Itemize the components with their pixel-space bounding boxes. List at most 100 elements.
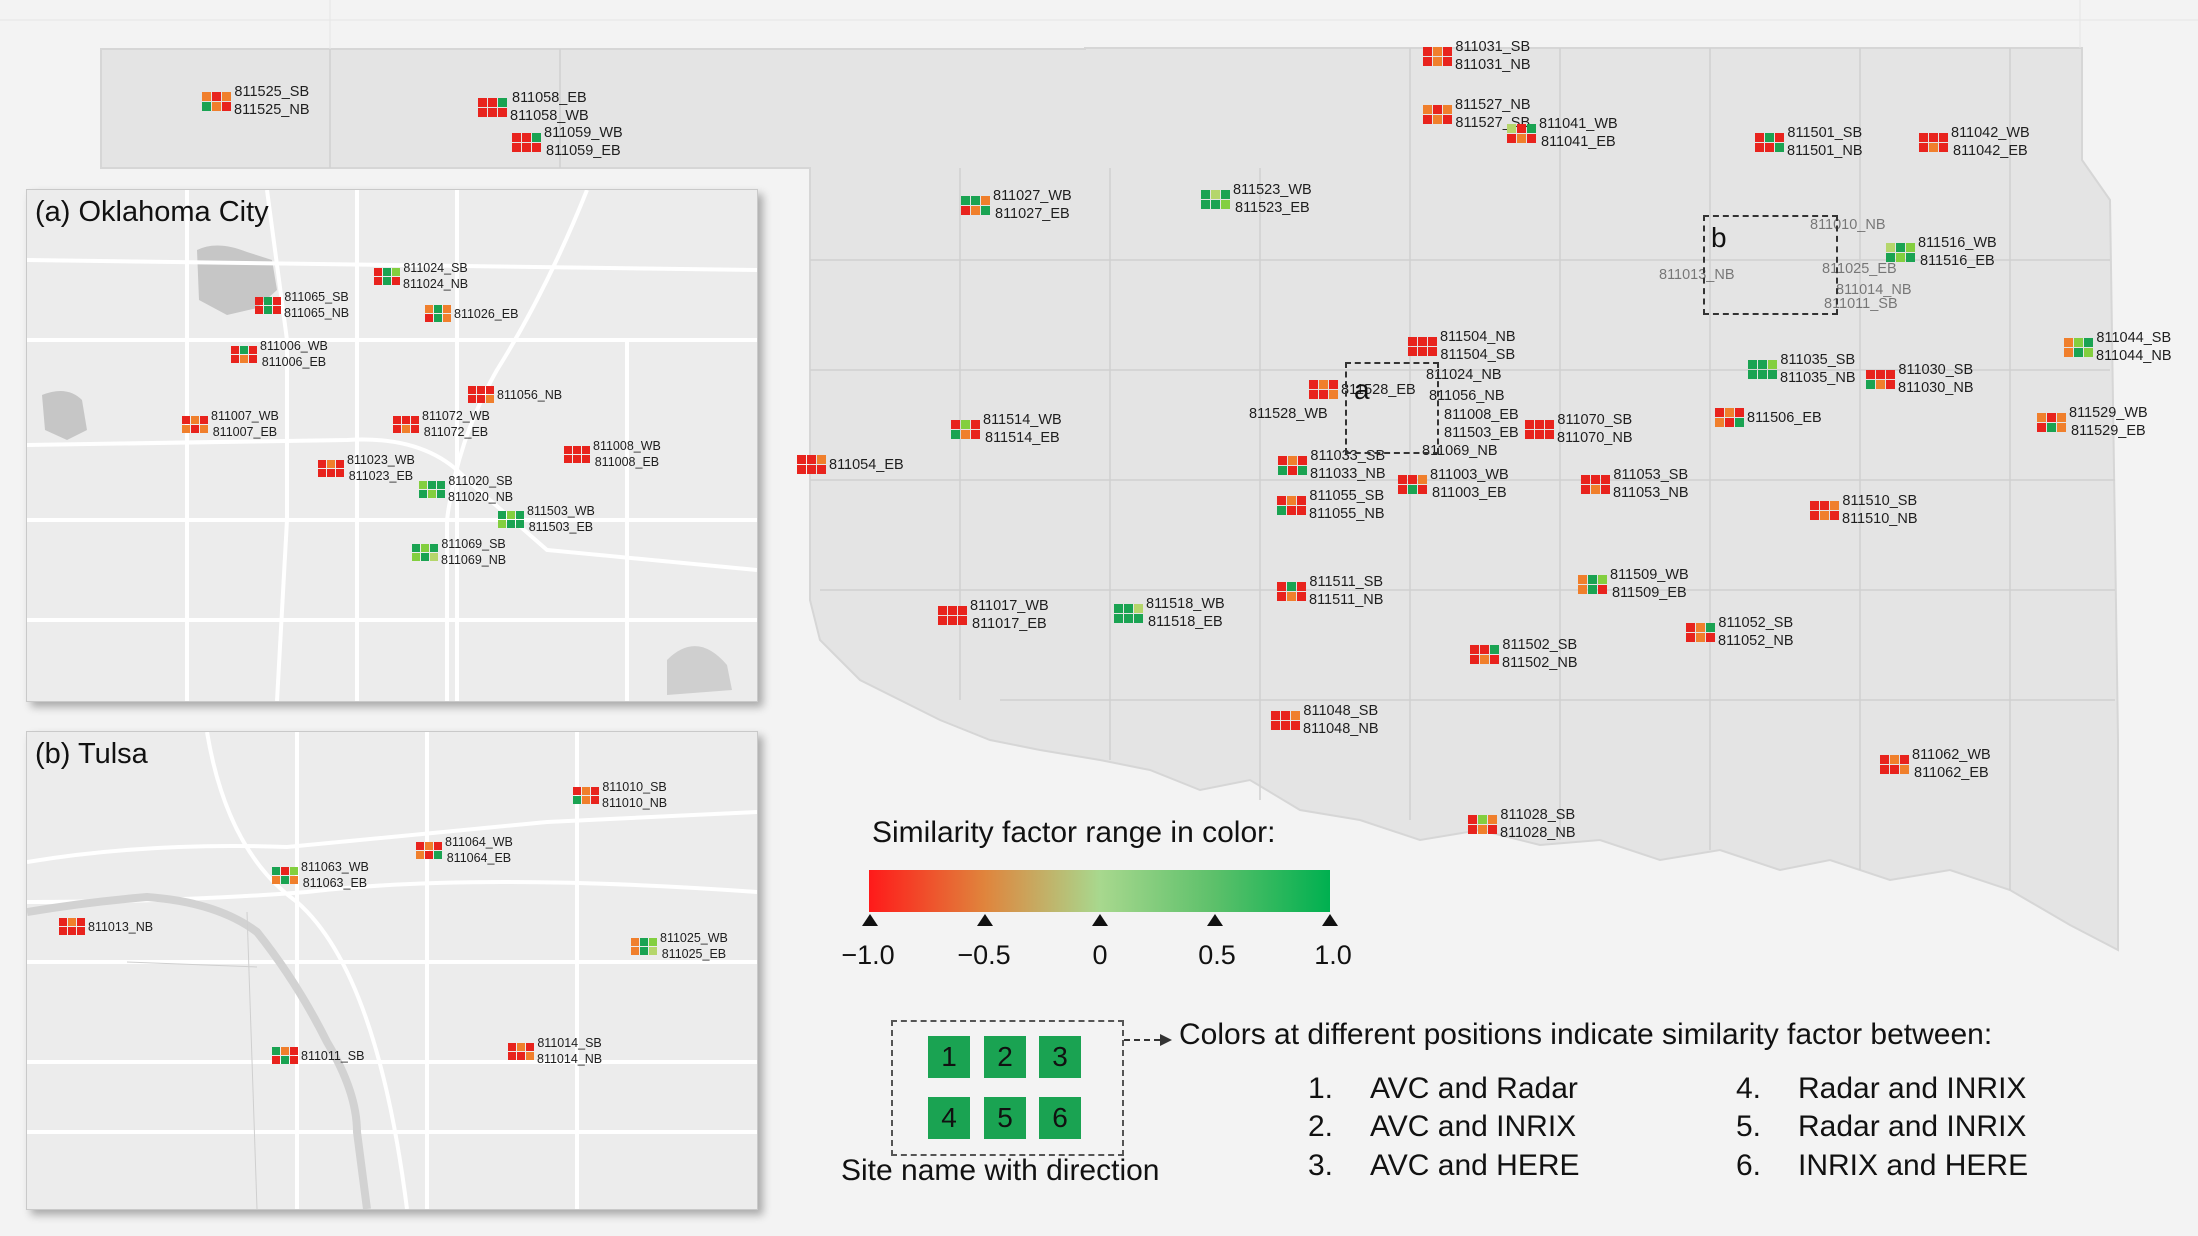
similarity-cell xyxy=(1890,764,1899,774)
similarity-cell xyxy=(202,91,211,101)
statewide-site: 811003_WB 811003_EB xyxy=(1398,466,1509,502)
similarity-cell xyxy=(264,296,272,305)
similarity-cell xyxy=(631,946,639,955)
site-name-bottom: 811052_NB xyxy=(1718,633,1794,649)
statewide-site: 811028_SB 811028_NB xyxy=(1468,806,1576,842)
site-labels: 811518_WB 811518_EB xyxy=(1146,595,1225,631)
site-name-bottom: 811014_NB xyxy=(537,1052,603,1066)
similarity-cell xyxy=(255,296,263,305)
similarity-cell xyxy=(1578,574,1587,584)
site-name-bottom: 811020_NB xyxy=(448,490,514,504)
similarity-cell xyxy=(468,386,476,394)
similarity-cell xyxy=(488,97,497,107)
statewide-site: 811027_WB 811027_EB xyxy=(961,187,1072,223)
similarity-cell-grid xyxy=(318,459,344,477)
tick-mark xyxy=(862,914,878,926)
site-labels: 811054_EB xyxy=(829,456,904,474)
legend-item-text: AVC and INRIX xyxy=(1370,1110,1577,1143)
similarity-cell xyxy=(2074,347,2083,357)
similarity-cell xyxy=(264,305,272,314)
similarity-cell xyxy=(425,314,433,322)
similarity-cell xyxy=(1418,484,1427,494)
similarity-cell-grid xyxy=(564,445,590,463)
site-name-top: 811007_WB xyxy=(211,409,279,423)
site-name-top: 811042_WB xyxy=(1951,125,2030,141)
tulsa-inset-map xyxy=(27,732,757,1209)
similarity-cell-grid xyxy=(797,455,826,474)
similarity-cell xyxy=(1581,474,1590,484)
site-name-top: 811031_SB xyxy=(1455,39,1531,55)
okc-site: 811007_WB 811007_EB xyxy=(182,408,279,440)
similarity-cell xyxy=(1443,104,1452,114)
site-name-bottom: 811070_NB xyxy=(1557,430,1633,446)
okc-site: 811065_SB 811065_NB xyxy=(255,289,349,321)
site-name-top: 811055_SB xyxy=(1309,488,1385,504)
similarity-cell xyxy=(182,415,190,424)
site-name-top: 811024_SB xyxy=(403,261,468,275)
site-name-bottom: 811035_NB xyxy=(1780,370,1856,386)
okc-site: 811006_WB 811006_EB xyxy=(231,338,328,370)
similarity-cell-grid xyxy=(1581,474,1610,494)
legend-item-number: 2. xyxy=(1308,1110,1334,1143)
statewide-site: 811056_NB xyxy=(1426,387,1505,405)
similarity-cell xyxy=(240,354,248,363)
similarity-cell-grid xyxy=(1201,189,1230,209)
similarity-cell xyxy=(1725,418,1734,427)
statewide-site: 811030_SB 811030_NB xyxy=(1866,361,1974,397)
similarity-cell xyxy=(1748,369,1757,379)
site-labels: 811006_WB 811006_EB xyxy=(260,338,328,370)
similarity-cell xyxy=(1488,814,1497,824)
similarity-cell xyxy=(1545,419,1554,429)
similarity-cell xyxy=(1201,189,1210,199)
site-name-bottom: 811058_WB xyxy=(510,108,589,124)
similarity-cell xyxy=(1810,510,1819,520)
similarity-cell xyxy=(336,468,344,477)
key-cell-5: 5 xyxy=(984,1097,1026,1139)
similarity-cell-grid xyxy=(573,786,599,804)
site-labels: 811044_SB 811044_NB xyxy=(2096,329,2172,365)
similarity-cell xyxy=(1433,104,1442,114)
site-labels: 811525_SB 811525_NB xyxy=(234,83,310,119)
similarity-cell xyxy=(59,927,67,935)
similarity-cell-grid xyxy=(1525,419,1554,439)
similarity-cell-grid xyxy=(1866,369,1895,389)
similarity-cell xyxy=(1277,505,1286,515)
site-name-top: 811030_SB xyxy=(1898,362,1974,378)
similarity-cell xyxy=(1287,495,1296,505)
site-labels: 811014_SB 811014_NB xyxy=(537,1035,602,1067)
similarity-cell xyxy=(59,918,67,926)
similarity-cell-grid xyxy=(1468,814,1497,834)
site-name-bottom: 811529_EB xyxy=(2071,423,2146,439)
similarity-cell-grid xyxy=(1277,581,1306,601)
similarity-cell xyxy=(2084,347,2093,357)
similarity-cell xyxy=(1309,380,1318,389)
okc-inset: (a) Oklahoma City 811024_SB 811024_NB 8110… xyxy=(26,189,758,702)
similarity-cell xyxy=(1696,632,1705,642)
tulsa-site: 811011_SB xyxy=(272,1047,364,1064)
similarity-cell xyxy=(437,480,445,489)
site-name-top: 811041_WB xyxy=(1539,116,1618,132)
key-cell-6: 6 xyxy=(1039,1097,1081,1139)
similarity-cell xyxy=(1221,189,1230,199)
similarity-cell xyxy=(1288,465,1297,475)
similarity-cell xyxy=(1768,369,1777,379)
site-name-top: 811020_SB xyxy=(448,474,513,488)
similarity-cell xyxy=(1271,720,1280,730)
statewide-site: 811054_EB xyxy=(797,455,904,474)
similarity-cell xyxy=(1418,346,1427,356)
similarity-cell-grid xyxy=(1886,242,1915,262)
similarity-cell xyxy=(951,429,960,439)
similarity-cell xyxy=(240,345,248,354)
legend-item-text: Radar and INRIX xyxy=(1798,1110,2027,1143)
similarity-cell xyxy=(1329,380,1338,389)
site-name-top: 811003_WB xyxy=(1430,467,1509,483)
tick-mark xyxy=(1092,914,1108,926)
similarity-cell xyxy=(797,455,806,464)
similarity-cell xyxy=(393,415,401,424)
similarity-cell xyxy=(412,552,420,561)
statewide-site: 811510_SB 811510_NB xyxy=(1810,492,1918,528)
similarity-cell xyxy=(498,97,507,107)
similarity-cell xyxy=(434,841,442,850)
similarity-cell xyxy=(411,415,419,424)
similarity-cell xyxy=(1896,252,1905,262)
